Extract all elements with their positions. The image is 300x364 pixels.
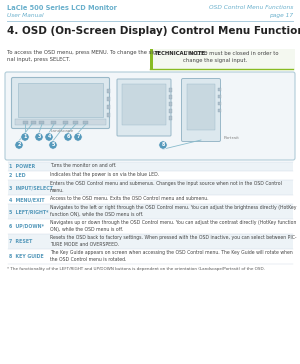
Text: 6  UP/DOWN*: 6 UP/DOWN*	[9, 224, 44, 229]
Text: The Key Guide appears on screen when accessing the OSD Control menu. The Key Gui: The Key Guide appears on screen when acc…	[50, 250, 293, 262]
Circle shape	[35, 133, 43, 141]
Text: 8  KEY GUIDE: 8 KEY GUIDE	[9, 254, 44, 259]
Text: Navigates up or down through the OSD Control menu. You can adjust the contrast d: Navigates up or down through the OSD Con…	[50, 220, 296, 232]
Bar	[169, 109, 172, 113]
Bar	[63, 121, 68, 124]
Text: Portrait: Portrait	[224, 136, 240, 140]
Text: 2: 2	[17, 142, 21, 147]
Bar	[169, 102, 172, 106]
Bar	[122, 84, 166, 125]
Circle shape	[21, 133, 29, 141]
Bar	[107, 97, 110, 101]
Text: 2  LED: 2 LED	[9, 173, 26, 178]
Circle shape	[159, 141, 167, 149]
Text: User Manual: User Manual	[7, 13, 44, 18]
Text: * The functionality of the LEFT/RIGHT and UP/DOWN buttons is dependent on the or: * The functionality of the LEFT/RIGHT an…	[7, 267, 265, 271]
Text: Access to the OSD menu. Exits the OSD Control menu and submenu.: Access to the OSD menu. Exits the OSD Co…	[50, 196, 208, 201]
Bar	[8, 234, 293, 249]
Text: 3: 3	[37, 135, 41, 139]
Bar	[187, 84, 215, 130]
Text: The OSD must be closed in order to
change the signal input.: The OSD must be closed in order to chang…	[183, 51, 278, 63]
Text: 1: 1	[23, 135, 27, 139]
Bar	[51, 121, 56, 124]
FancyBboxPatch shape	[11, 78, 110, 128]
FancyBboxPatch shape	[117, 79, 171, 136]
Text: 7: 7	[76, 135, 80, 139]
FancyBboxPatch shape	[182, 79, 220, 142]
Bar	[218, 88, 221, 91]
Bar	[169, 95, 172, 99]
Text: To access the OSD menu, press MENU. To change the sig-
nal input, press SELECT.: To access the OSD menu, press MENU. To c…	[7, 50, 158, 62]
Text: 4  MENU/EXIT: 4 MENU/EXIT	[9, 197, 44, 202]
Bar	[218, 109, 221, 112]
Text: page 17: page 17	[269, 13, 293, 18]
Circle shape	[64, 133, 72, 141]
Text: 8: 8	[161, 142, 165, 147]
Bar	[8, 162, 293, 171]
Text: TECHNICAL NOTE:: TECHNICAL NOTE:	[154, 51, 207, 56]
Bar	[8, 195, 293, 204]
Text: 6: 6	[66, 135, 70, 139]
Circle shape	[74, 133, 82, 141]
Bar	[73, 121, 78, 124]
FancyBboxPatch shape	[5, 72, 295, 160]
Bar	[31, 121, 36, 124]
Bar	[107, 105, 110, 109]
Bar	[107, 89, 110, 93]
Bar	[107, 113, 110, 117]
Bar	[152, 49, 295, 69]
Text: Landscape: Landscape	[51, 129, 74, 133]
Text: 5  LEFT/RIGHT*: 5 LEFT/RIGHT*	[9, 209, 49, 214]
Text: 5: 5	[51, 142, 55, 147]
Bar	[169, 116, 172, 120]
Text: 3  INPUT/SELECT: 3 INPUT/SELECT	[9, 185, 53, 190]
Bar	[218, 102, 221, 105]
Circle shape	[45, 133, 53, 141]
Bar	[15, 119, 106, 125]
Text: Enters the OSD Control menu and submenus. Changes the input source when not in t: Enters the OSD Control menu and submenus…	[50, 181, 282, 193]
Bar	[39, 121, 44, 124]
Bar	[8, 171, 293, 180]
Text: 4: 4	[47, 135, 51, 139]
Bar	[150, 49, 152, 69]
Text: LaCie 500 Series LCD Monitor: LaCie 500 Series LCD Monitor	[7, 5, 117, 11]
Text: 1  POWER: 1 POWER	[9, 164, 35, 169]
Text: Turns the monitor on and off.: Turns the monitor on and off.	[50, 163, 116, 168]
Bar	[169, 88, 172, 92]
Bar	[218, 95, 221, 98]
Text: 4. OSD (On-Screen Display) Control Menu Functions: 4. OSD (On-Screen Display) Control Menu …	[7, 26, 300, 36]
Text: Navigates to the left or right through the OSD Control menu. You can adjust the : Navigates to the left or right through t…	[50, 205, 296, 217]
Text: Indicates that the power is on via the blue LED.: Indicates that the power is on via the b…	[50, 172, 159, 177]
Bar	[8, 180, 293, 195]
Circle shape	[15, 141, 23, 149]
Bar	[8, 249, 293, 264]
Text: 7  RESET: 7 RESET	[9, 239, 32, 244]
Bar	[23, 121, 28, 124]
Circle shape	[49, 141, 57, 149]
Bar	[8, 219, 293, 234]
Text: OSD Control Menu Functions: OSD Control Menu Functions	[209, 5, 293, 10]
Bar	[8, 204, 293, 219]
Bar	[83, 121, 88, 124]
Bar	[18, 83, 103, 117]
Text: Resets the OSD back to factory settings. When pressed with the OSD inactive, you: Resets the OSD back to factory settings.…	[50, 235, 296, 247]
